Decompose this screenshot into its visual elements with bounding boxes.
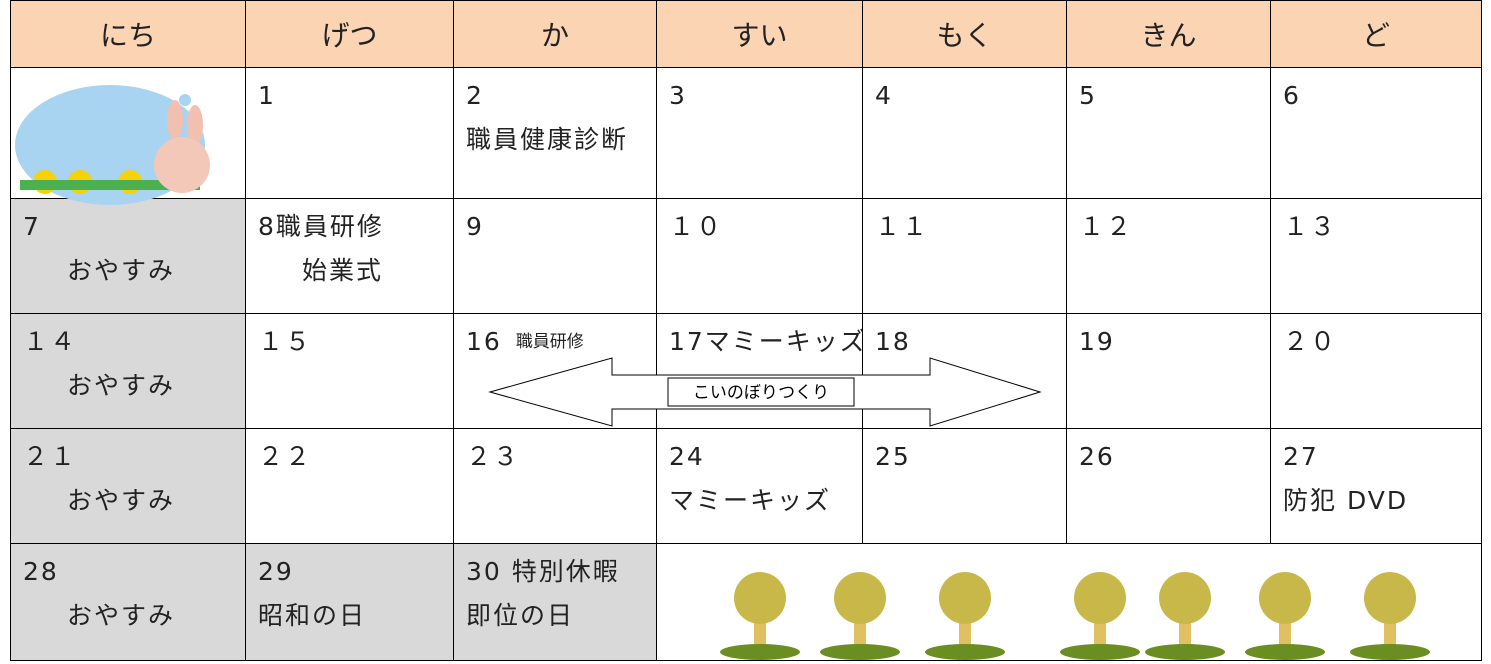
day-cell: １０ bbox=[656, 198, 863, 314]
day-number: ２２ bbox=[258, 442, 313, 471]
note: おやすみ bbox=[67, 256, 176, 285]
day-cell: 3 bbox=[656, 67, 863, 199]
day-cell: ２０ bbox=[1270, 313, 1482, 429]
day-cell: １１ bbox=[862, 198, 1067, 314]
day-header: ど bbox=[1270, 0, 1482, 68]
day-number: 30 特別休暇 bbox=[466, 557, 620, 586]
day-number: 27 bbox=[1283, 442, 1319, 471]
note: おやすみ bbox=[67, 486, 176, 515]
day-number: 17マミーキッズ bbox=[669, 327, 863, 356]
day-cell: 19 bbox=[1066, 313, 1271, 429]
day-number: １５ bbox=[258, 327, 313, 356]
day-cell: 6 bbox=[1270, 67, 1482, 199]
day-number: 24 bbox=[669, 442, 705, 471]
note: おやすみ bbox=[67, 371, 176, 400]
day-cell: 7 おやすみ bbox=[10, 198, 246, 314]
day-cell: １５ bbox=[245, 313, 454, 429]
day-number: ２１ bbox=[23, 442, 78, 471]
day-cell: 24 マミーキッズ bbox=[656, 428, 863, 544]
day-cell: 29 昭和の日 bbox=[245, 543, 454, 661]
day-number: 29 bbox=[258, 557, 294, 586]
day-cell: 26 bbox=[1066, 428, 1271, 544]
day-number: 26 bbox=[1079, 442, 1115, 471]
day-number: 1 bbox=[258, 81, 276, 110]
day-number: 28 bbox=[23, 557, 59, 586]
day-header: にち bbox=[10, 0, 246, 68]
day-number: ２３ bbox=[466, 442, 521, 471]
day-number: １４ bbox=[23, 327, 78, 356]
day-cell: １４ おやすみ bbox=[10, 313, 246, 429]
day-cell: 5 bbox=[1066, 67, 1271, 199]
day-cell: 27 防犯 DVD bbox=[1270, 428, 1482, 544]
day-number: 9 bbox=[466, 212, 484, 241]
day-cell: １２ bbox=[1066, 198, 1271, 314]
day-header: か bbox=[453, 0, 657, 68]
day-cell: ２２ bbox=[245, 428, 454, 544]
day-number: 8職員研修 bbox=[258, 212, 384, 241]
day-number: 18 bbox=[875, 327, 911, 356]
day-cell: １３ bbox=[1270, 198, 1482, 314]
day-cell: 1 bbox=[245, 67, 454, 199]
day-cell: 25 bbox=[862, 428, 1067, 544]
note: 昭和の日 bbox=[258, 601, 367, 630]
day-number: １２ bbox=[1079, 212, 1134, 241]
note: マミーキッズ bbox=[669, 486, 832, 515]
day-header: げつ bbox=[245, 0, 454, 68]
illustration-cell bbox=[10, 67, 246, 199]
day-number: 19 bbox=[1079, 327, 1115, 356]
day-header: きん bbox=[1066, 0, 1271, 68]
day-number: １３ bbox=[1283, 212, 1338, 241]
note: 職員研修 bbox=[515, 332, 584, 352]
day-number: 6 bbox=[1283, 81, 1301, 110]
day-number: 4 bbox=[875, 81, 893, 110]
day-cell: 9 bbox=[453, 198, 657, 314]
day-cell: 17マミーキッズ bbox=[656, 313, 863, 429]
note: おやすみ bbox=[67, 601, 176, 630]
day-cell: ２１ おやすみ bbox=[10, 428, 246, 544]
day-cell: 18 bbox=[862, 313, 1067, 429]
note: 即位の日 bbox=[466, 601, 575, 630]
day-number: 2 bbox=[466, 81, 484, 110]
day-number: １１ bbox=[875, 212, 930, 241]
day-cell: 4 bbox=[862, 67, 1067, 199]
day-cell: 8職員研修始業式 bbox=[245, 198, 454, 314]
illustration-cell bbox=[656, 543, 1482, 661]
day-cell: ２３ bbox=[453, 428, 657, 544]
day-cell: 2 職員健康診断 bbox=[453, 67, 657, 199]
day-number: 25 bbox=[875, 442, 911, 471]
day-number: 3 bbox=[669, 81, 687, 110]
note: 始業式 bbox=[302, 256, 384, 285]
day-cell: 30 特別休暇 即位の日 bbox=[453, 543, 657, 661]
day-number: １０ bbox=[669, 212, 724, 241]
day-cell: 28 おやすみ bbox=[10, 543, 246, 661]
day-header: すい bbox=[656, 0, 863, 68]
day-header: もく bbox=[862, 0, 1067, 68]
day-number: 5 bbox=[1079, 81, 1097, 110]
day-cell: 16 職員研修 bbox=[453, 313, 657, 429]
note: 職員健康診断 bbox=[466, 125, 629, 154]
day-number: 16 職員研修 bbox=[466, 327, 584, 356]
note: 防犯 DVD bbox=[1283, 486, 1409, 515]
day-number: 7 bbox=[23, 212, 41, 241]
day-number: ２０ bbox=[1283, 327, 1338, 356]
